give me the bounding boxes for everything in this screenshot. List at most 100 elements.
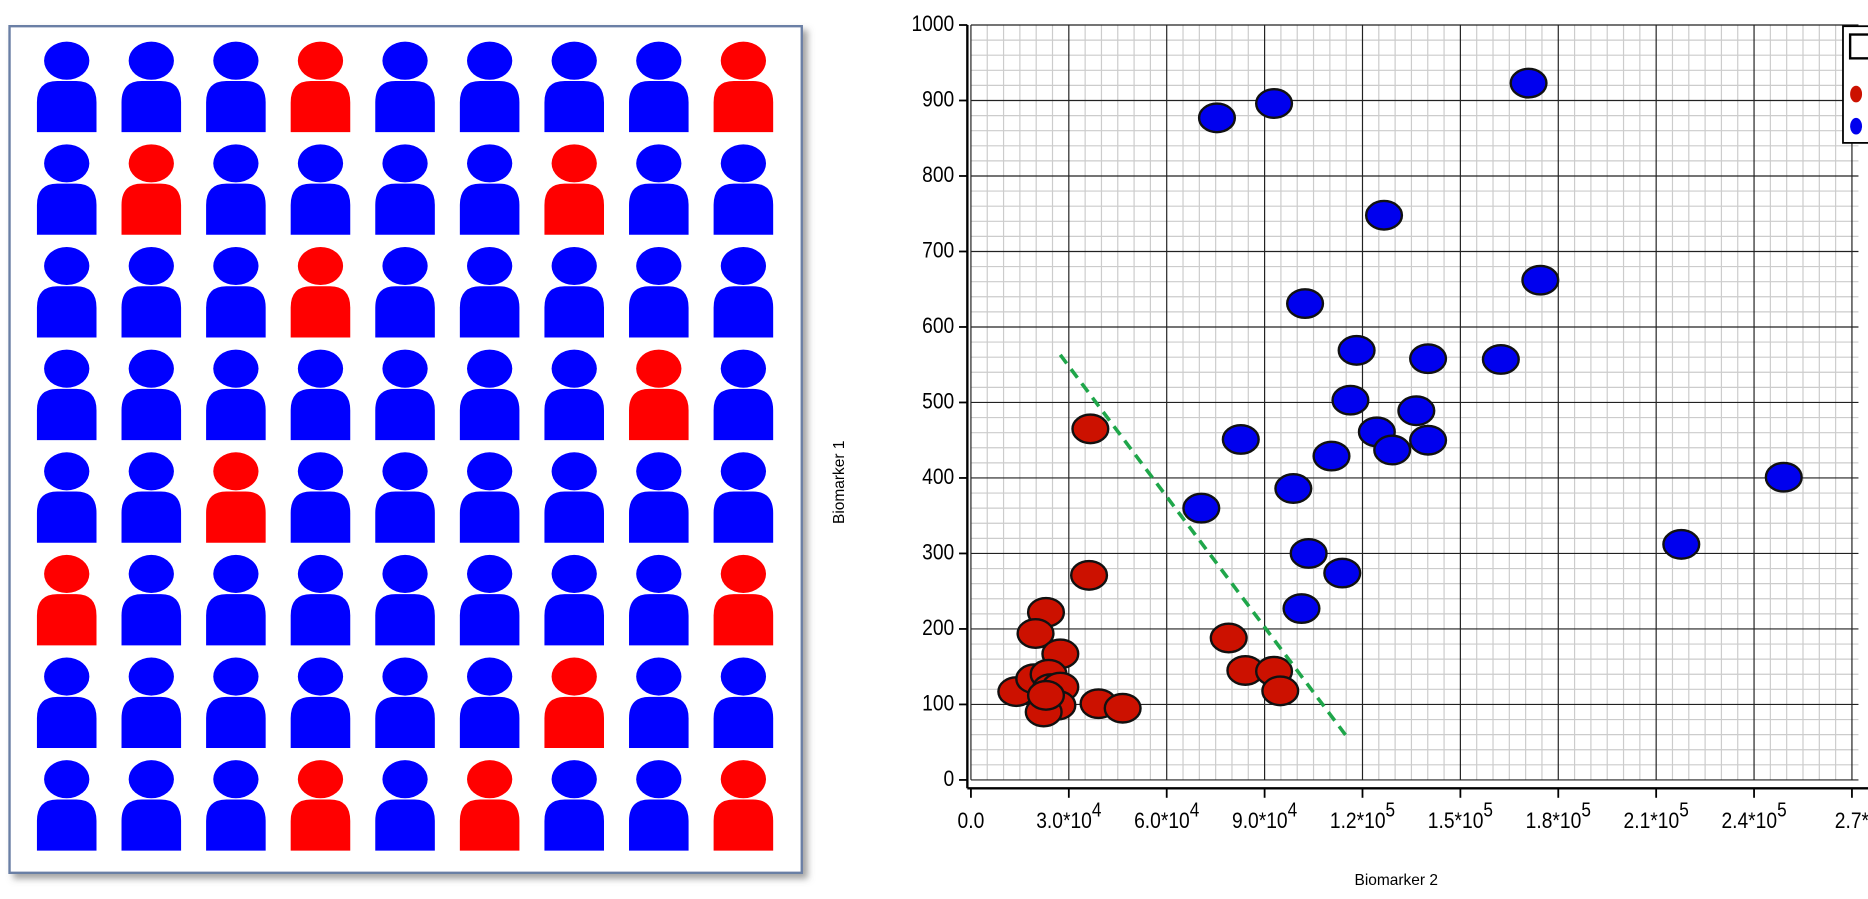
person-head bbox=[382, 41, 428, 80]
data-point bbox=[1364, 199, 1404, 231]
person-icon bbox=[206, 41, 266, 133]
person-head bbox=[382, 452, 428, 491]
person-head bbox=[551, 657, 597, 696]
person-body bbox=[121, 183, 182, 235]
person-body bbox=[290, 594, 351, 646]
person-body bbox=[290, 286, 351, 338]
person-icon bbox=[206, 144, 266, 235]
person-head bbox=[44, 144, 90, 183]
person-body bbox=[629, 388, 689, 441]
person-body bbox=[459, 286, 520, 338]
person-head bbox=[44, 760, 90, 799]
decision-boundary bbox=[1058, 353, 1348, 737]
x-tick-label: 2.7* bbox=[1835, 808, 1868, 833]
person-head bbox=[213, 41, 259, 80]
person-icon bbox=[544, 349, 605, 441]
person-head bbox=[128, 246, 174, 286]
person-icon bbox=[375, 760, 435, 851]
y-tick-label: 0 bbox=[944, 767, 955, 792]
person-body bbox=[121, 491, 182, 543]
person-icon bbox=[290, 554, 351, 646]
person-head bbox=[382, 144, 428, 183]
person-icon bbox=[544, 760, 605, 851]
person-head bbox=[720, 246, 767, 286]
person-head bbox=[467, 144, 513, 183]
person-head bbox=[636, 246, 682, 286]
person-icon bbox=[375, 657, 435, 749]
data-point bbox=[1261, 675, 1300, 707]
person-icon bbox=[206, 657, 266, 749]
y-tick-label: 100 bbox=[922, 691, 954, 716]
person-body bbox=[713, 799, 774, 851]
person-body bbox=[121, 80, 182, 133]
legend-marker bbox=[1850, 85, 1863, 103]
y-tick-label: 200 bbox=[922, 616, 954, 641]
x-tick-label: 2.1*105 bbox=[1624, 798, 1689, 833]
x-tick-label: 6.0*104 bbox=[1134, 798, 1199, 833]
person-icon bbox=[206, 554, 266, 646]
person-body bbox=[121, 594, 182, 646]
person-head bbox=[720, 554, 767, 593]
x-tick-label: 2.4*105 bbox=[1721, 798, 1786, 833]
data-point bbox=[1286, 288, 1325, 320]
x-tick-mantissa: 3.0*10 bbox=[1036, 808, 1092, 833]
x-tick-mantissa: 1.2*10 bbox=[1330, 808, 1386, 833]
person-body bbox=[290, 388, 351, 441]
person-icon bbox=[121, 349, 182, 441]
x-tick-exponent: 5 bbox=[1581, 798, 1591, 821]
person-body bbox=[713, 696, 774, 749]
person-head bbox=[636, 349, 682, 388]
x-tick-mantissa: 6.0*10 bbox=[1134, 808, 1190, 833]
person-icon bbox=[290, 144, 351, 235]
data-point bbox=[1103, 692, 1142, 724]
person-icon bbox=[36, 554, 97, 646]
data-point bbox=[1331, 384, 1370, 416]
person-body bbox=[629, 183, 689, 235]
person-icon bbox=[629, 554, 689, 646]
person-body bbox=[544, 491, 605, 543]
person-icon bbox=[713, 760, 774, 851]
person-head bbox=[382, 657, 428, 696]
person-icon bbox=[713, 554, 774, 646]
person-head bbox=[551, 144, 597, 183]
person-head bbox=[467, 41, 513, 80]
person-body bbox=[544, 799, 605, 851]
person-icon bbox=[36, 246, 97, 338]
x-tick-label: 1.8*105 bbox=[1526, 798, 1591, 833]
legend-marker bbox=[1850, 117, 1863, 135]
person-head bbox=[382, 760, 428, 799]
person-body bbox=[459, 183, 520, 235]
person-body bbox=[713, 183, 774, 235]
x-tick-label: 9.0*104 bbox=[1232, 798, 1297, 833]
data-point bbox=[1016, 617, 1055, 649]
person-body bbox=[713, 491, 774, 543]
person-icon bbox=[629, 349, 689, 441]
person-body bbox=[36, 799, 97, 851]
person-head bbox=[467, 554, 513, 593]
data-point bbox=[1182, 492, 1221, 524]
person-head bbox=[297, 760, 344, 799]
person-body bbox=[375, 696, 435, 749]
person-head bbox=[44, 554, 90, 593]
person-icon bbox=[459, 246, 520, 338]
person-body bbox=[290, 799, 351, 851]
data-point bbox=[1481, 343, 1520, 375]
person-body bbox=[290, 183, 351, 235]
person-body bbox=[459, 80, 520, 133]
x-tick-label: 1.5*105 bbox=[1428, 798, 1493, 833]
person-icon bbox=[121, 246, 182, 338]
person-head bbox=[44, 657, 90, 696]
person-icon bbox=[544, 41, 605, 133]
person-head bbox=[213, 657, 259, 696]
person-body bbox=[459, 491, 520, 543]
person-icon bbox=[629, 452, 689, 543]
person-head bbox=[467, 349, 513, 388]
person-head bbox=[44, 246, 90, 286]
person-head bbox=[720, 144, 767, 183]
person-icon bbox=[290, 760, 351, 851]
data-point bbox=[1209, 622, 1248, 654]
person-body bbox=[544, 594, 605, 646]
person-icon bbox=[629, 144, 689, 235]
x-tick-exponent: 5 bbox=[1483, 798, 1493, 821]
person-body bbox=[36, 80, 97, 133]
